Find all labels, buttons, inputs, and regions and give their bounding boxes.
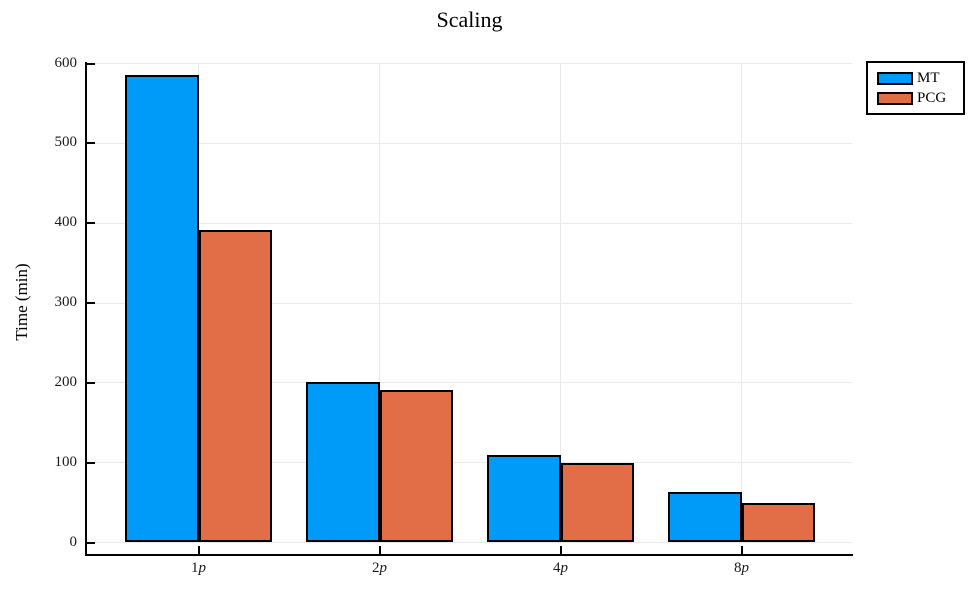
y-tick: [87, 541, 95, 544]
x-tick-label: 2p: [372, 560, 387, 576]
h-gridline: [87, 542, 852, 543]
y-tick-label: 200: [54, 373, 78, 390]
y-tick-label: 600: [54, 54, 78, 71]
y-tick: [87, 302, 95, 304]
y-tick: [87, 381, 95, 384]
y-tick-label: 100: [54, 453, 78, 470]
y-tick: [87, 461, 95, 464]
bar-PCG-4p: [560, 463, 634, 543]
h-gridline: [87, 382, 852, 384]
y-tick: [87, 62, 95, 65]
v-gridline: [560, 63, 561, 543]
legend: MT PCG: [866, 61, 965, 115]
h-gridline: [87, 302, 852, 304]
x-tick: [740, 546, 743, 554]
v-gridline: [741, 63, 742, 543]
x-tick-label: 8p: [734, 560, 749, 576]
legend-label: PCG: [917, 89, 947, 106]
legend-entry-PCG: PCG: [877, 89, 963, 106]
y-tick: [87, 142, 95, 145]
bar-MT-2p: [306, 382, 380, 543]
chart-title: Scaling: [436, 7, 503, 32]
y-tick-label: 300: [54, 294, 78, 310]
bar-PCG-1p: [198, 229, 272, 543]
bar-PCG-2p: [379, 390, 453, 543]
x-tick-label: 1p: [191, 560, 206, 576]
y-tick-label: 400: [54, 214, 78, 231]
plot-area: [87, 62, 852, 554]
y-tick-label: 500: [54, 134, 78, 151]
legend-swatch-MT: [877, 71, 913, 85]
h-gridline: [87, 142, 852, 144]
x-axis-spine: [85, 554, 853, 556]
h-gridline: [87, 222, 852, 224]
y-tick: [87, 222, 95, 225]
x-tick: [197, 546, 200, 554]
y-tick-label: 0: [69, 533, 78, 550]
bar-MT-1p: [125, 75, 199, 543]
legend-swatch-PCG: [877, 91, 913, 105]
x-tick: [559, 546, 562, 554]
x-tick-label: 4p: [553, 560, 568, 576]
h-gridline: [87, 63, 852, 64]
bar-MT-8p: [668, 492, 742, 543]
bar-PCG-8p: [741, 503, 815, 543]
legend-label: MT: [917, 69, 940, 86]
legend-entry-MT: MT: [877, 69, 963, 86]
h-gridline: [87, 462, 852, 464]
y-axis-spine: [85, 62, 87, 556]
x-tick: [378, 546, 381, 554]
bar-MT-4p: [487, 454, 561, 543]
v-gridline: [379, 63, 380, 543]
